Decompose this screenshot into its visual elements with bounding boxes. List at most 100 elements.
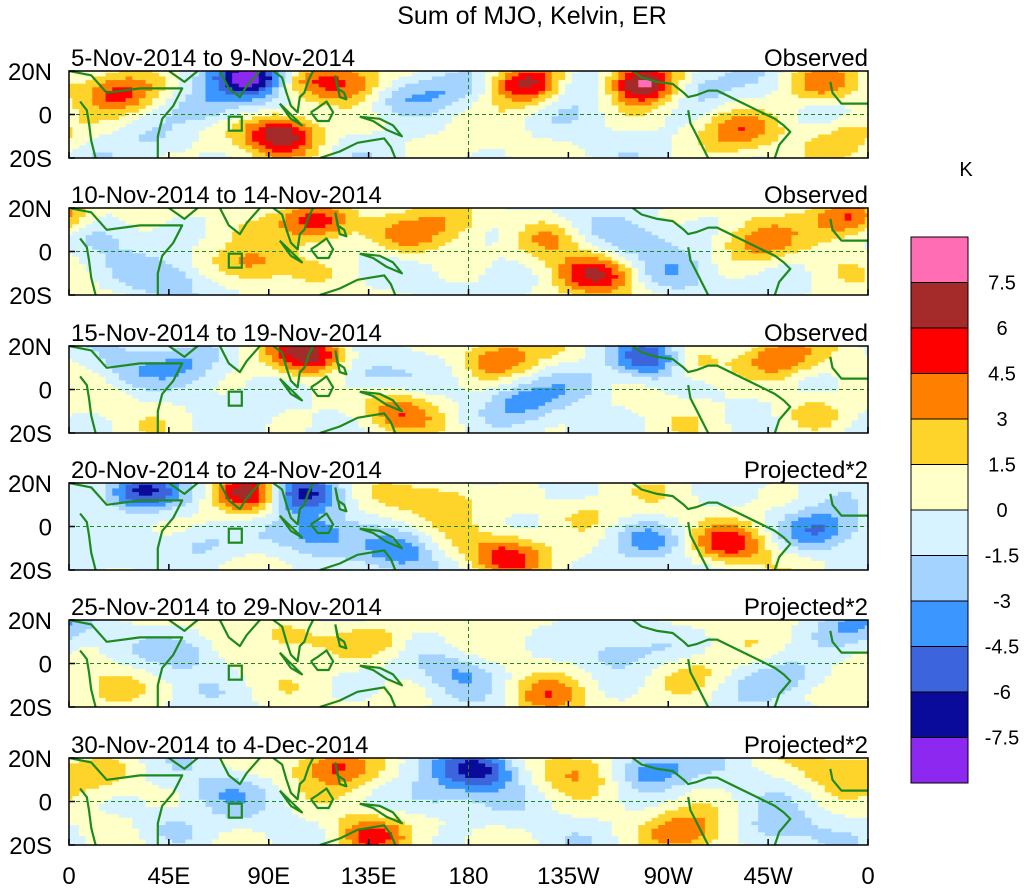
anomaly-cell: [605, 80, 613, 85]
anomaly-cell: [252, 152, 260, 157]
anomaly-cell: [578, 238, 586, 244]
anomaly-cell: [78, 134, 87, 139]
anomaly-cell: [838, 109, 846, 114]
anomaly-cell: [112, 242, 120, 247]
anomaly-cell: [418, 231, 426, 236]
anomaly-cell: [485, 138, 493, 143]
anomaly-cell: [624, 156, 633, 158]
anomaly-cell: [205, 213, 213, 218]
anomaly-cell: [545, 227, 553, 233]
anomaly-cell: [338, 94, 346, 99]
anomaly-cell: [225, 238, 233, 244]
anomaly-cell: [185, 90, 193, 96]
anomaly-cell: [405, 208, 413, 211]
anomaly-cell: [804, 80, 813, 85]
anomaly-cell: [791, 83, 799, 88]
anomaly-cell: [778, 116, 786, 121]
anomaly-cell: [864, 123, 868, 128]
anomaly-cell: [591, 208, 599, 211]
anomaly-cell: [212, 227, 220, 233]
anomaly-cell: [278, 109, 286, 114]
anomaly-cell: [731, 105, 739, 110]
anomaly-cell: [178, 71, 187, 74]
anomaly-cell: [312, 152, 320, 157]
anomaly-cell: [351, 227, 360, 233]
anomaly-cell: [385, 98, 393, 103]
anomaly-cell: [178, 156, 187, 158]
anomaly-cell: [864, 213, 868, 218]
anomaly-cell: [272, 116, 280, 121]
anomaly-cell: [511, 253, 520, 258]
anomaly-cell: [664, 134, 673, 139]
anomaly-cell: [571, 94, 579, 99]
anomaly-cell: [411, 253, 420, 258]
anomaly-cell: [531, 109, 540, 114]
anomaly-cell: [458, 87, 466, 92]
anomaly-cell: [605, 156, 613, 158]
anomaly-cell: [844, 138, 852, 143]
anomaly-cell: [118, 90, 127, 96]
anomaly-cell: [624, 253, 633, 258]
anomaly-cell: [498, 119, 506, 125]
anomaly-cell: [418, 76, 426, 81]
anomaly-cell: [69, 246, 73, 251]
anomaly-cell: [305, 98, 313, 103]
anomaly-cell: [838, 217, 846, 222]
anomaly-cell: [451, 260, 460, 265]
anomaly-cell: [531, 145, 540, 150]
anomaly-cell: [698, 105, 706, 110]
anomaly-cell: [505, 127, 513, 132]
anomaly-cell: [285, 227, 293, 233]
anomaly-cell: [338, 127, 346, 132]
anomaly-cell: [505, 83, 513, 88]
anomaly-cell: [385, 253, 393, 258]
anomaly-cell: [345, 152, 353, 157]
anomaly-cell: [385, 105, 393, 110]
anomaly-cell: [232, 156, 240, 158]
anomaly-cell: [69, 242, 73, 247]
anomaly-cell: [225, 249, 233, 254]
anomaly-cell: [112, 123, 120, 128]
anomaly-cell: [411, 209, 420, 215]
anomaly-cell: [718, 71, 726, 74]
anomaly-cell: [818, 134, 826, 139]
anomaly-cell: [245, 213, 253, 218]
anomaly-cell: [218, 101, 227, 107]
anomaly-cell: [591, 101, 599, 107]
anomaly-cell: [292, 87, 300, 92]
anomaly-cell: [551, 130, 559, 136]
anomaly-cell: [498, 256, 506, 262]
anomaly-cell: [844, 71, 852, 74]
anomaly-cell: [485, 109, 493, 114]
anomaly-cell: [125, 148, 133, 154]
anomaly-cell: [325, 148, 333, 154]
anomaly-cell: [758, 231, 766, 236]
anomaly-cell: [172, 101, 180, 107]
anomaly-cell: [332, 141, 340, 146]
anomaly-cell: [78, 227, 87, 233]
anomaly-cell: [758, 90, 766, 96]
anomaly-cell: [212, 101, 220, 107]
anomaly-cell: [585, 253, 593, 258]
anomaly-cell: [258, 213, 267, 218]
anomaly-cell: [565, 231, 573, 236]
anomaly-cell: [758, 209, 766, 215]
anomaly-cell: [518, 152, 526, 157]
anomaly-cell: [445, 123, 453, 128]
anomaly-cell: [738, 71, 746, 74]
anomaly-cell: [505, 112, 513, 117]
anomaly-cell: [458, 213, 466, 218]
anomaly-cell: [518, 220, 526, 225]
anomaly-cell: [518, 90, 526, 96]
anomaly-cell: [125, 242, 133, 247]
anomaly-cell: [425, 256, 433, 262]
anomaly-cell: [618, 209, 626, 215]
anomaly-cell: [691, 156, 699, 158]
anomaly-cell: [78, 141, 87, 146]
anomaly-cell: [98, 109, 107, 114]
anomaly-cell: [145, 90, 153, 96]
anomaly-cell: [711, 231, 719, 236]
anomaly-cell: [305, 224, 313, 229]
anomaly-cell: [152, 138, 160, 143]
anomaly-cell: [172, 80, 180, 85]
